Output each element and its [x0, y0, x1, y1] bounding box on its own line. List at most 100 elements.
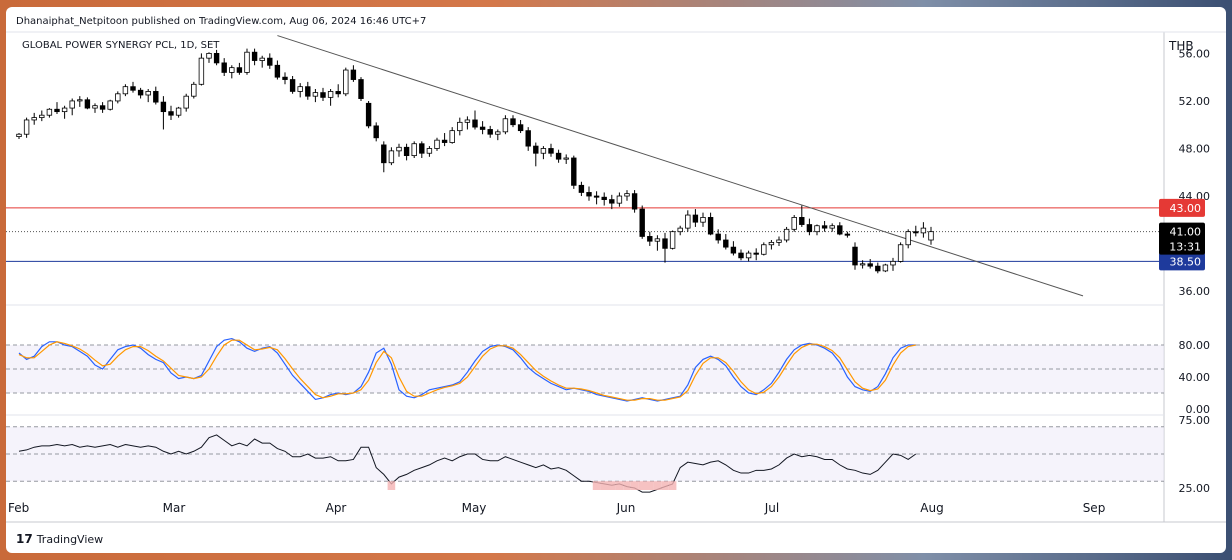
last-price-label: 41.00 — [1170, 226, 1202, 239]
candle — [441, 139, 448, 143]
candle — [875, 265, 881, 272]
candle — [365, 102, 372, 127]
candle — [548, 148, 554, 154]
candle — [464, 119, 471, 123]
candle — [251, 51, 258, 61]
candle — [434, 139, 440, 149]
candle — [343, 69, 349, 95]
candle — [707, 217, 714, 235]
candle — [882, 264, 889, 272]
stochastic-tick-label: 40.00 — [1179, 371, 1211, 384]
time-axis-label: May — [462, 501, 487, 515]
time-axis-label: Feb — [8, 501, 29, 515]
time-axis-label: Apr — [326, 501, 347, 515]
stochastic-tick-label: 0.00 — [1186, 403, 1211, 416]
rsi-tick-label: 25.00 — [1179, 482, 1211, 495]
candle — [791, 217, 797, 230]
candle — [358, 79, 364, 99]
candle — [99, 105, 106, 110]
price-tick-label: 56.00 — [1179, 47, 1211, 60]
rsi-oversold-fill — [608, 481, 616, 490]
candle — [669, 231, 676, 249]
candle — [624, 193, 630, 197]
candle — [677, 227, 683, 233]
level-price-label: 38.50 — [1170, 255, 1202, 268]
candle — [502, 118, 509, 133]
candle — [191, 83, 197, 97]
candle — [776, 239, 782, 243]
candle — [517, 124, 524, 132]
candle — [761, 244, 767, 255]
candle — [487, 129, 493, 135]
candle — [335, 91, 341, 95]
candle — [837, 225, 843, 235]
candle — [662, 238, 668, 249]
candle — [890, 260, 896, 266]
tradingview-brand[interactable]: 𝟭𝟳 TradingView — [16, 532, 103, 546]
level-price-label: 43.00 — [1170, 202, 1202, 215]
candle — [578, 184, 585, 193]
rsi-oversold-fill — [668, 481, 677, 490]
candle — [768, 241, 775, 246]
rsi-oversold-fill — [592, 481, 601, 490]
candle — [259, 57, 265, 61]
candle — [168, 111, 174, 116]
candle — [153, 91, 159, 103]
rsi-oversold-fill — [646, 481, 654, 490]
level-price-tag — [1159, 198, 1205, 217]
candle — [867, 263, 873, 267]
candle — [783, 228, 790, 241]
price-tick-label: 52.00 — [1179, 95, 1211, 108]
candle — [700, 217, 706, 223]
candle — [457, 121, 463, 132]
candle — [654, 238, 661, 242]
candle — [738, 252, 744, 259]
candle — [130, 86, 136, 91]
candle — [107, 100, 113, 110]
candle — [46, 108, 53, 116]
candle — [236, 67, 243, 73]
candle — [723, 239, 729, 248]
candle — [586, 192, 592, 197]
candle — [913, 231, 919, 234]
candle — [373, 125, 379, 139]
rsi-oversold-fill — [623, 481, 631, 490]
candle — [16, 133, 22, 137]
candle — [510, 118, 516, 126]
candle — [730, 246, 737, 254]
rsi-oversold-fill — [638, 481, 646, 490]
chart-canvas[interactable]: THB56.0052.0048.0044.0036.0043.0038.5041… — [6, 7, 1226, 553]
candle — [745, 252, 752, 259]
candle — [419, 143, 425, 154]
last-price-tag — [1159, 222, 1205, 255]
candle — [122, 86, 129, 95]
countdown-label: 13:31 — [1169, 241, 1201, 254]
time-axis-label: Mar — [163, 501, 186, 515]
candle — [350, 69, 357, 80]
chart-card: Dhanaiphat_Netpitoon published on Tradin… — [6, 7, 1226, 553]
rsi-oversold-fill — [653, 481, 662, 490]
candle — [479, 126, 486, 130]
candle — [920, 227, 927, 234]
currency-label: THB — [1168, 39, 1194, 53]
candle — [593, 195, 600, 198]
candle — [183, 95, 189, 109]
rsi-line — [18, 434, 917, 493]
time-axis-label: Jun — [616, 501, 636, 515]
rsi-oversold-fill — [615, 481, 624, 490]
candle — [806, 224, 813, 233]
candle — [160, 101, 167, 113]
candle — [571, 157, 577, 186]
candle — [297, 86, 303, 92]
candle — [844, 233, 851, 236]
tradingview-brand-label: TradingView — [36, 532, 104, 546]
candle — [327, 91, 334, 98]
candle — [305, 86, 311, 97]
trendline — [277, 35, 1084, 297]
candle — [601, 196, 607, 200]
candle — [540, 148, 547, 154]
candle — [289, 79, 296, 92]
candle — [905, 231, 911, 246]
candle — [31, 117, 37, 121]
candle — [472, 119, 478, 128]
